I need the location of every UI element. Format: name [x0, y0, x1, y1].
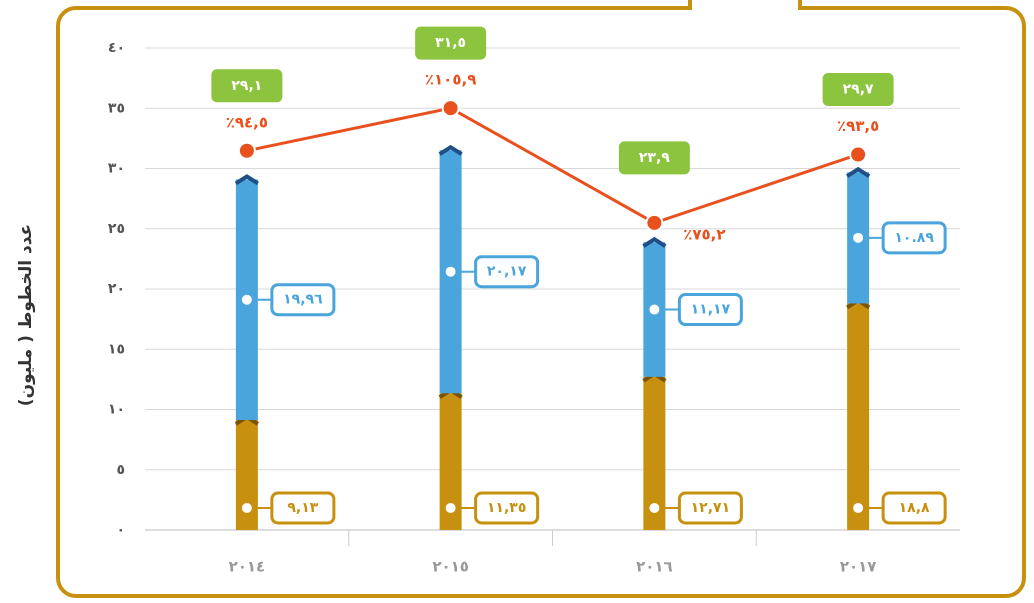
value-label-box: [881, 491, 947, 525]
value-label: ١٨,٨: [899, 500, 930, 516]
value-label: ٢٩,٧: [843, 81, 874, 97]
value-label-box: [677, 293, 743, 327]
y-tick-label: ١٥: [108, 341, 125, 357]
label-dot: [649, 304, 660, 315]
line-value-label: ٪٩٤,٥: [226, 113, 268, 131]
y-tick-label: ٢٥: [108, 221, 125, 237]
frame-gap: [690, 0, 800, 14]
y-tick-label: ٠: [116, 522, 125, 538]
x-tick-label: ٢٠١٥: [432, 558, 469, 576]
line-point: [441, 99, 460, 118]
value-label: ١٠.٨٩: [894, 230, 934, 246]
x-tick-label: ٢٠١٤: [229, 558, 266, 576]
bar-cap: [846, 166, 871, 178]
y-tick-label: ٤٠: [108, 40, 125, 56]
bar-segment: [643, 376, 666, 530]
bar-cap: [642, 236, 667, 248]
y-tick-label: ٥: [116, 462, 125, 478]
line: [246, 106, 859, 225]
bar-segment: [439, 393, 462, 530]
value-label-box: [211, 69, 283, 103]
y-tick-label: ٣٠: [108, 161, 125, 177]
bar-cap: [438, 144, 463, 156]
line-value-label: ٪٧٥,٢: [683, 225, 725, 243]
label-dot: [241, 503, 252, 513]
frame: [56, 6, 1026, 598]
label-dot: [445, 266, 456, 277]
label-dot: [853, 232, 864, 243]
label-dot: [445, 503, 456, 513]
y-axis-label: عدد الخطوط ( مليون): [16, 224, 36, 406]
bar-segment: [235, 419, 258, 530]
value-label: ٢٣,٩: [639, 150, 670, 166]
line-point: [849, 145, 868, 164]
value-label-box: [474, 255, 540, 289]
x-tick-label: ٢٠١٦: [636, 558, 673, 576]
value-label-box: [618, 141, 690, 175]
value-label-box: [881, 221, 947, 255]
value-label: ١١,١٧: [691, 302, 731, 318]
line-value-label: ٪١٠٥,٩: [425, 71, 476, 89]
value-label-box: [822, 72, 894, 106]
y-tick-label: ٣٥: [108, 100, 125, 116]
value-label: ٣١,٥: [435, 35, 466, 51]
y-tick-label: ١٠: [108, 402, 125, 418]
bar-cap: [234, 174, 259, 186]
line-point: [645, 213, 664, 232]
label-dot: [241, 294, 252, 305]
line-point: [237, 141, 256, 160]
line-value-label: ٪٩٣,٥: [837, 117, 879, 135]
value-label-box: [474, 491, 540, 525]
frame-tab: [688, 0, 802, 10]
value-label-box: [270, 491, 336, 525]
value-label-box: [270, 283, 336, 317]
y-tick-label: ٢٠: [108, 281, 125, 297]
value-label-box: [415, 26, 487, 60]
value-label: ٩,١٣: [287, 500, 318, 516]
value-label: ٢٩,١: [231, 78, 262, 94]
value-label: ٢٠,١٧: [487, 264, 527, 280]
label-dot: [649, 503, 660, 513]
label-dot: [853, 503, 864, 513]
value-label-box: [677, 491, 743, 525]
value-label: ١٢,٧١: [691, 500, 731, 516]
x-tick-label: ٢٠١٧: [840, 558, 877, 576]
value-label: ١٩,٩٦: [283, 292, 323, 308]
value-label: ١١,٣٥: [487, 500, 527, 516]
bar-segment: [847, 303, 870, 530]
